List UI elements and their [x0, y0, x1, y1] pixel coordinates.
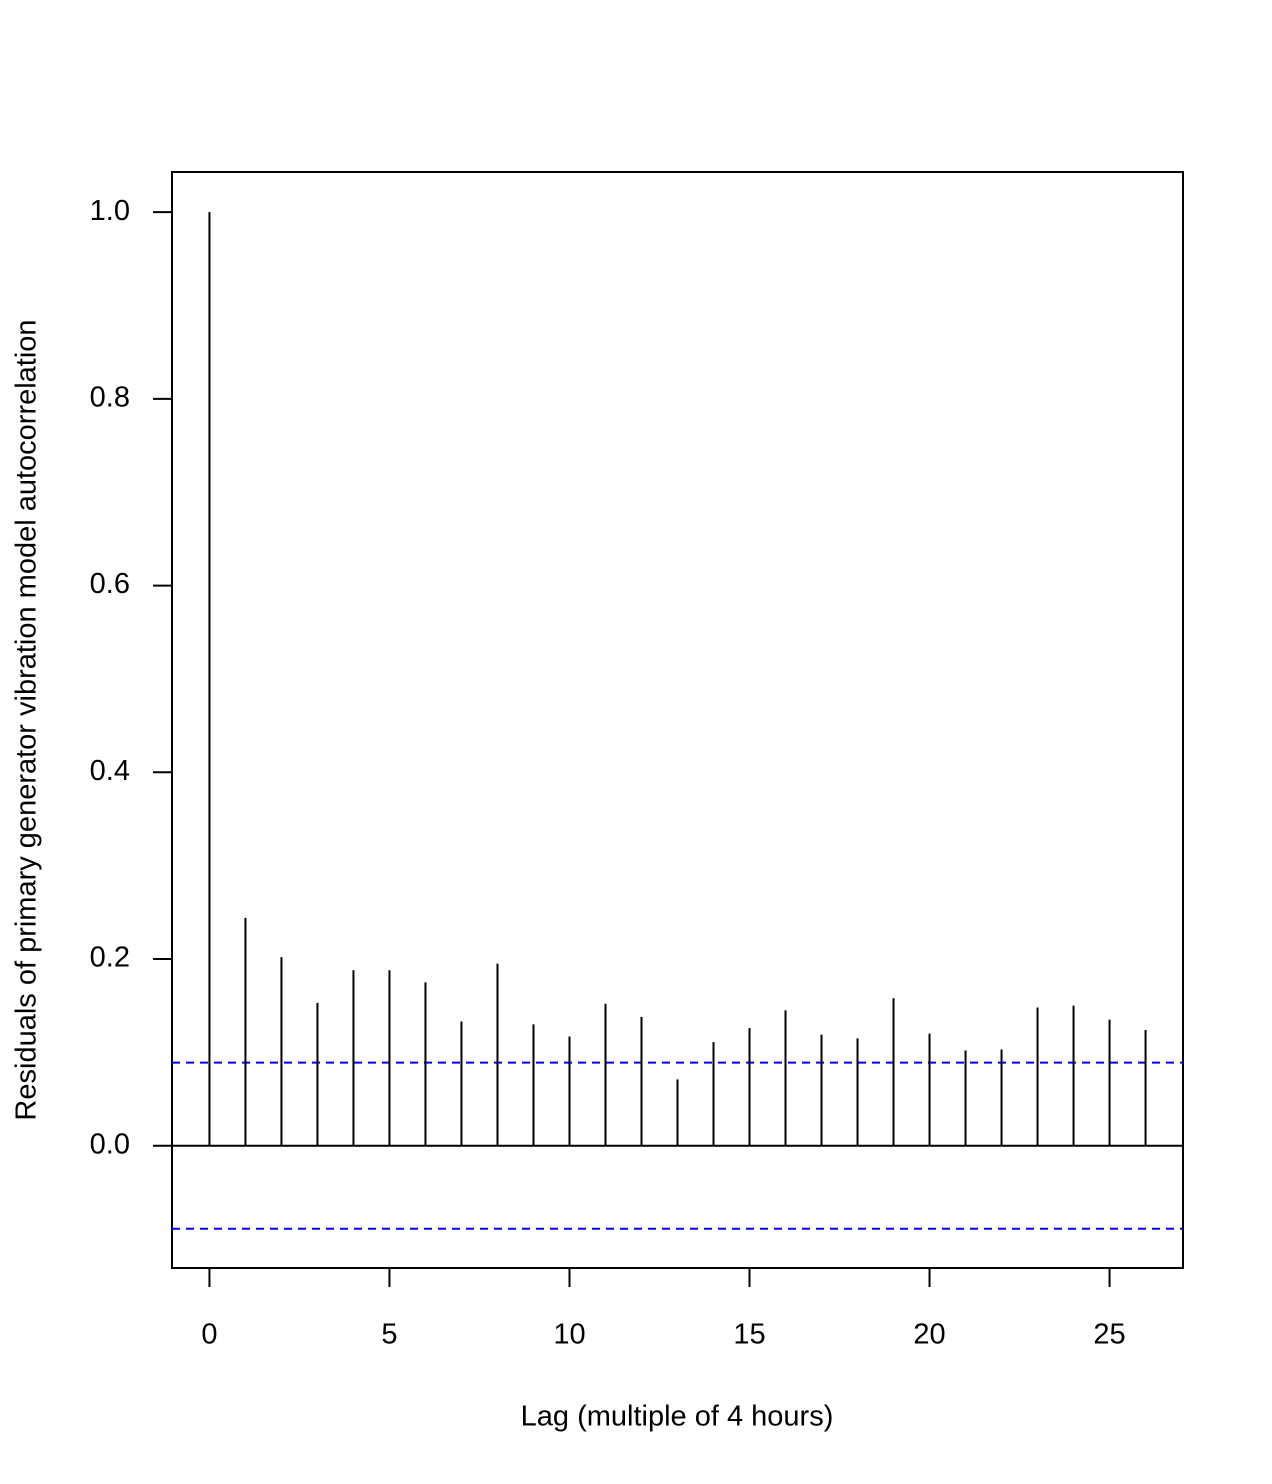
- x-tick-label: 25: [1093, 1319, 1125, 1351]
- x-axis-label: Lag (multiple of 4 hours): [521, 1401, 834, 1433]
- x-tick-label: 15: [733, 1319, 765, 1351]
- y-tick-label: 0.2: [90, 942, 130, 974]
- y-tick-label: 1.0: [90, 195, 130, 227]
- y-tick-label: 0.0: [90, 1128, 130, 1160]
- x-tick-label: 20: [913, 1319, 945, 1351]
- x-tick-label: 5: [381, 1319, 397, 1351]
- plot-frame: [171, 171, 1184, 1269]
- x-tick-label: 10: [553, 1319, 585, 1351]
- y-tick-label: 0.8: [90, 382, 130, 414]
- y-tick-label: 0.6: [90, 568, 130, 600]
- x-tick-label: 0: [201, 1319, 217, 1351]
- y-axis-label: Residuals of primary generator vibration…: [11, 319, 43, 1120]
- y-tick-label: 0.4: [90, 755, 130, 787]
